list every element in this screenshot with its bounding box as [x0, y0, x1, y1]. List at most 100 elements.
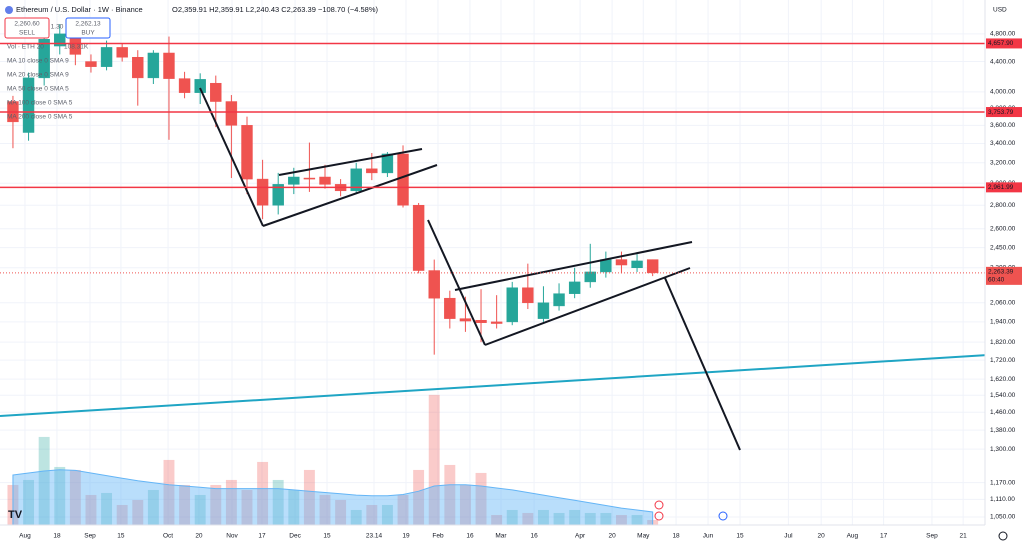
- y-tick-label: 2,060.00: [990, 300, 1016, 307]
- volume-bar: [241, 489, 253, 525]
- y-tick-label: 1,620.00: [990, 376, 1016, 383]
- y-tick-label: 3,200.00: [990, 160, 1016, 167]
- x-tick-label: Mar: [495, 533, 507, 540]
- volume-legend-value: 108.31K: [64, 44, 89, 51]
- candle-body: [288, 176, 300, 185]
- candle-body: [132, 56, 144, 79]
- volume-bar: [210, 484, 222, 525]
- indicator-label: MA 20 close 0 SMA 9: [7, 72, 69, 79]
- x-tick-label: May: [637, 533, 650, 540]
- volume-bar: [288, 489, 300, 525]
- grid: [0, 0, 985, 525]
- buy-label: BUY: [81, 30, 95, 37]
- currency-label: USD: [993, 7, 1007, 14]
- y-tick-label: 4,000.00: [990, 89, 1016, 96]
- volume-bar: [194, 494, 206, 525]
- candle-body: [210, 82, 222, 102]
- y-tick-label: 3,600.00: [990, 122, 1016, 129]
- buy-button[interactable]: [65, 17, 111, 39]
- trend-line: [427, 219, 486, 346]
- y-tick-label: 2,450.00: [990, 244, 1016, 251]
- volume-bar: [272, 479, 284, 525]
- logo: TV: [8, 509, 23, 521]
- indicator-label: MA 100 close 0 SMA 5: [7, 100, 73, 107]
- candle-body: [412, 204, 425, 271]
- volume-bar: [600, 512, 612, 525]
- x-tick-label: 18: [53, 533, 61, 540]
- y-tick-label: 1,720.00: [990, 357, 1016, 364]
- candle-body: [475, 319, 487, 323]
- x-tick-label: 18: [672, 533, 680, 540]
- volume-bar: [444, 464, 456, 525]
- x-tick-label: Aug: [847, 533, 859, 540]
- y-tick-label: 2,800.00: [990, 202, 1016, 209]
- x-tick-label: 17: [258, 533, 266, 540]
- x-tick-label: 23.14: [366, 533, 383, 540]
- volume-bar: [257, 461, 269, 525]
- settings-icon[interactable]: [998, 531, 1008, 541]
- y-tick-label: 1,460.00: [990, 409, 1016, 416]
- volume-bar: [569, 509, 581, 525]
- event-icon[interactable]: [718, 511, 728, 521]
- x-tick-label: 15: [117, 533, 125, 540]
- volume-bar: [397, 494, 409, 525]
- candle-body: [85, 61, 97, 67]
- candle-body: [178, 78, 191, 93]
- volume-bar: [584, 512, 596, 525]
- x-tick-label: Aug: [19, 533, 31, 540]
- volume-bar: [615, 514, 627, 525]
- level-tag: [986, 107, 1022, 118]
- x-tick-label: 21: [960, 533, 968, 540]
- x-tick-label: 16: [530, 533, 538, 540]
- x-tick-label: Sep: [926, 533, 938, 540]
- x-tick-label: Oct: [163, 533, 173, 540]
- event-icon[interactable]: [654, 511, 664, 521]
- candle-body: [615, 259, 628, 266]
- spread: 1.30: [51, 24, 64, 31]
- volume-bar: [303, 469, 315, 525]
- volume-bar: [413, 469, 425, 525]
- volume-bar: [69, 469, 81, 525]
- candle-body: [303, 177, 316, 180]
- volume-bar: [350, 509, 362, 525]
- candle-body: [100, 47, 113, 67]
- sell-label: SELL: [19, 30, 35, 37]
- candle-body: [272, 184, 284, 206]
- sell-button[interactable]: [4, 17, 50, 39]
- y-tick-label: 3,400.00: [990, 140, 1016, 147]
- candle-body: [631, 260, 643, 269]
- trend-line: [262, 164, 438, 227]
- volume-bar: [163, 459, 175, 525]
- volume-bar: [537, 509, 549, 525]
- support-trendline: [0, 354, 989, 417]
- volume-bar: [319, 494, 331, 525]
- volume-bar: [132, 499, 144, 525]
- x-tick-label: Jul: [784, 533, 793, 540]
- sell-price: 2,260.60: [14, 21, 40, 28]
- level-tag-label: 2,961.99: [988, 184, 1014, 191]
- projection-line: [664, 277, 741, 451]
- x-tick-label: 17: [880, 533, 888, 540]
- y-tick-label: 1,050.00: [990, 514, 1016, 521]
- levels: [0, 42, 985, 274]
- volume-ma-area: [12, 469, 654, 526]
- volume-bar: [366, 504, 378, 525]
- candle-body: [225, 101, 238, 126]
- y-tick-label: 4,400.00: [990, 58, 1016, 65]
- volume-bar: [147, 489, 159, 525]
- x-tick-label: Feb: [432, 533, 444, 540]
- x-tick-label: 20: [818, 533, 826, 540]
- volume-bar: [335, 499, 347, 525]
- candle-body: [428, 270, 440, 299]
- candle-body: [600, 259, 612, 273]
- last-price-label: 2,263.39: [988, 269, 1014, 276]
- candle-body: [116, 47, 128, 58]
- x-tick-label: Sep: [84, 533, 96, 540]
- candles: [7, 24, 659, 355]
- candle-body: [522, 287, 534, 304]
- volume-bar: [179, 484, 191, 525]
- event-icon[interactable]: [654, 500, 664, 510]
- y-tick-label: 1,170.00: [990, 479, 1016, 486]
- candle-body: [506, 287, 518, 323]
